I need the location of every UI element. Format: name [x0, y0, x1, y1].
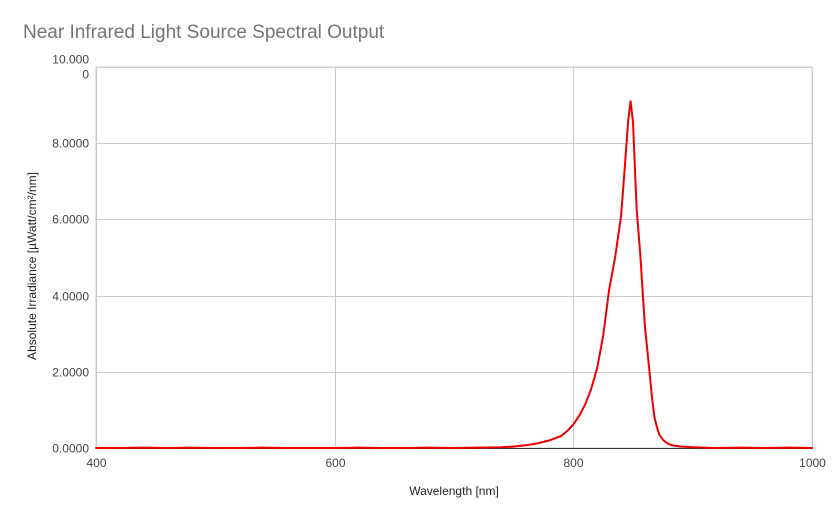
series	[95, 100, 813, 449]
y-tick-label: 2.0000	[52, 366, 89, 380]
grid	[95, 66, 813, 449]
y-axis-title: Absolute Irradiance [µWatt/cm²/nm]	[25, 172, 39, 360]
x-tick-label: 800	[563, 456, 583, 470]
x-tick-label: 1000	[799, 456, 826, 470]
plot-border	[95, 66, 813, 449]
axes: 0.0000 2.0000 4.0000 6.0000 8.0000 10.000 0 400…	[52, 53, 826, 471]
x-tick-label: 400	[86, 456, 106, 470]
y-tick-label: 10.000 0	[52, 53, 89, 82]
y-tick-label: 8.0000	[52, 137, 89, 151]
series-line	[95, 100, 813, 449]
x-axis-title: Wavelength [nm]	[409, 484, 499, 498]
y-tick-label: 0.0000	[52, 442, 89, 456]
x-tick-label: 600	[325, 456, 345, 470]
y-tick-label: 6.0000	[52, 213, 89, 227]
y-tick-label: 4.0000	[52, 290, 89, 304]
chart-title: Near Infrared Light Source Spectral Outp…	[23, 22, 385, 43]
